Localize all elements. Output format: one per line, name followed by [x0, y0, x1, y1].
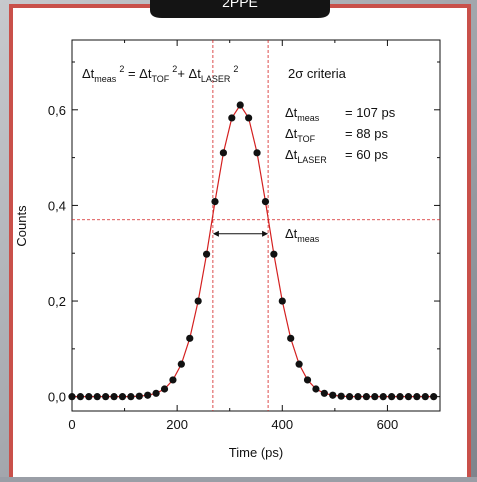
- data-point: [320, 389, 328, 397]
- data-point: [371, 393, 379, 401]
- data-point: [93, 393, 101, 401]
- result-symbol: Δt: [285, 147, 298, 162]
- data-point: [68, 393, 76, 401]
- x-axis-label: Time (ps): [229, 445, 283, 460]
- equation-part: 2: [172, 64, 177, 74]
- x-tick-label: 0: [68, 417, 75, 432]
- data-point: [219, 149, 228, 157]
- plot-frame: [71, 39, 441, 412]
- equation-part: 2: [119, 64, 124, 74]
- arrow-label-sub: meas: [297, 234, 320, 244]
- data-point: [228, 114, 236, 122]
- data-point: [396, 393, 404, 401]
- equation-part: meas: [94, 74, 117, 84]
- data-point: [152, 389, 160, 397]
- result-value: = 60 ps: [345, 147, 389, 162]
- data-point: [430, 393, 438, 401]
- y-tick-label: 0,6: [48, 103, 66, 118]
- result-symbol: Δt: [285, 126, 298, 141]
- tab-label: 2PPE: [222, 0, 258, 10]
- equation: Δtmeas2 = ΔtTOF2+ ΔtLASER2: [82, 64, 238, 84]
- data-point: [261, 197, 270, 206]
- data-point: [160, 385, 169, 393]
- data-point: [388, 393, 396, 401]
- data-point: [135, 392, 143, 400]
- equation-part: 2: [233, 64, 238, 74]
- data-point: [312, 385, 320, 393]
- data-point: [202, 250, 211, 258]
- data-point: [337, 392, 345, 400]
- result-label: Δtmeas: [285, 105, 320, 123]
- data-point: [379, 393, 387, 401]
- y-tick-label: 0,0: [48, 390, 66, 405]
- equation-part: = Δt: [124, 66, 151, 81]
- data-point: [211, 197, 219, 206]
- y-axis-label: Counts: [14, 205, 29, 247]
- data-point: [278, 297, 286, 305]
- data-point: [253, 149, 261, 157]
- data-point: [127, 393, 135, 401]
- data-point: [110, 393, 118, 401]
- x-tick-label: 200: [166, 417, 188, 432]
- data-point: [329, 391, 337, 399]
- data-point: [169, 376, 177, 384]
- data-point: [303, 376, 312, 384]
- y-tick-label: 0,4: [48, 198, 66, 213]
- arrow-label: Δtmeas: [285, 226, 320, 244]
- result-symbol: Δt: [285, 105, 298, 120]
- data-point: [85, 393, 93, 401]
- data-point: [245, 114, 253, 122]
- data-point: [404, 393, 413, 401]
- arrow-head: [212, 230, 269, 237]
- equation-part: + Δt: [177, 66, 201, 81]
- result-sub: LASER: [297, 155, 327, 165]
- equation-part: Δt: [82, 66, 95, 81]
- result-label: ΔtTOF: [285, 126, 316, 144]
- data-point: [362, 393, 370, 401]
- data-point: [345, 393, 354, 401]
- result-sub: TOF: [297, 134, 315, 144]
- data-point: [287, 334, 295, 342]
- data-point: [186, 334, 194, 342]
- criteria: 2σ criteria: [288, 66, 347, 81]
- data-point: [354, 393, 362, 401]
- result-value: = 107 ps: [345, 105, 396, 120]
- data-point: [177, 360, 185, 368]
- equation-part: LASER: [201, 74, 231, 84]
- tab: [150, 0, 330, 18]
- equation-part: TOF: [151, 74, 169, 84]
- y-tick-label: 0,2: [48, 294, 66, 309]
- data-point: [144, 391, 152, 399]
- data-point: [76, 393, 85, 401]
- data-point: [118, 393, 127, 401]
- data-point: [270, 250, 278, 258]
- data-point: [295, 360, 303, 368]
- x-tick-label: 600: [377, 417, 399, 432]
- x-tick-label: 400: [271, 417, 293, 432]
- data-point: [413, 393, 421, 401]
- data-point: [194, 297, 202, 305]
- data-point: [421, 393, 429, 401]
- result-sub: meas: [297, 113, 320, 123]
- frame: [9, 4, 471, 482]
- arrow-label-symbol: Δt: [285, 226, 298, 241]
- result-label: ΔtLASER: [285, 147, 327, 165]
- data-point: [102, 393, 110, 401]
- result-value: = 88 ps: [345, 126, 389, 141]
- data-point: [236, 101, 244, 109]
